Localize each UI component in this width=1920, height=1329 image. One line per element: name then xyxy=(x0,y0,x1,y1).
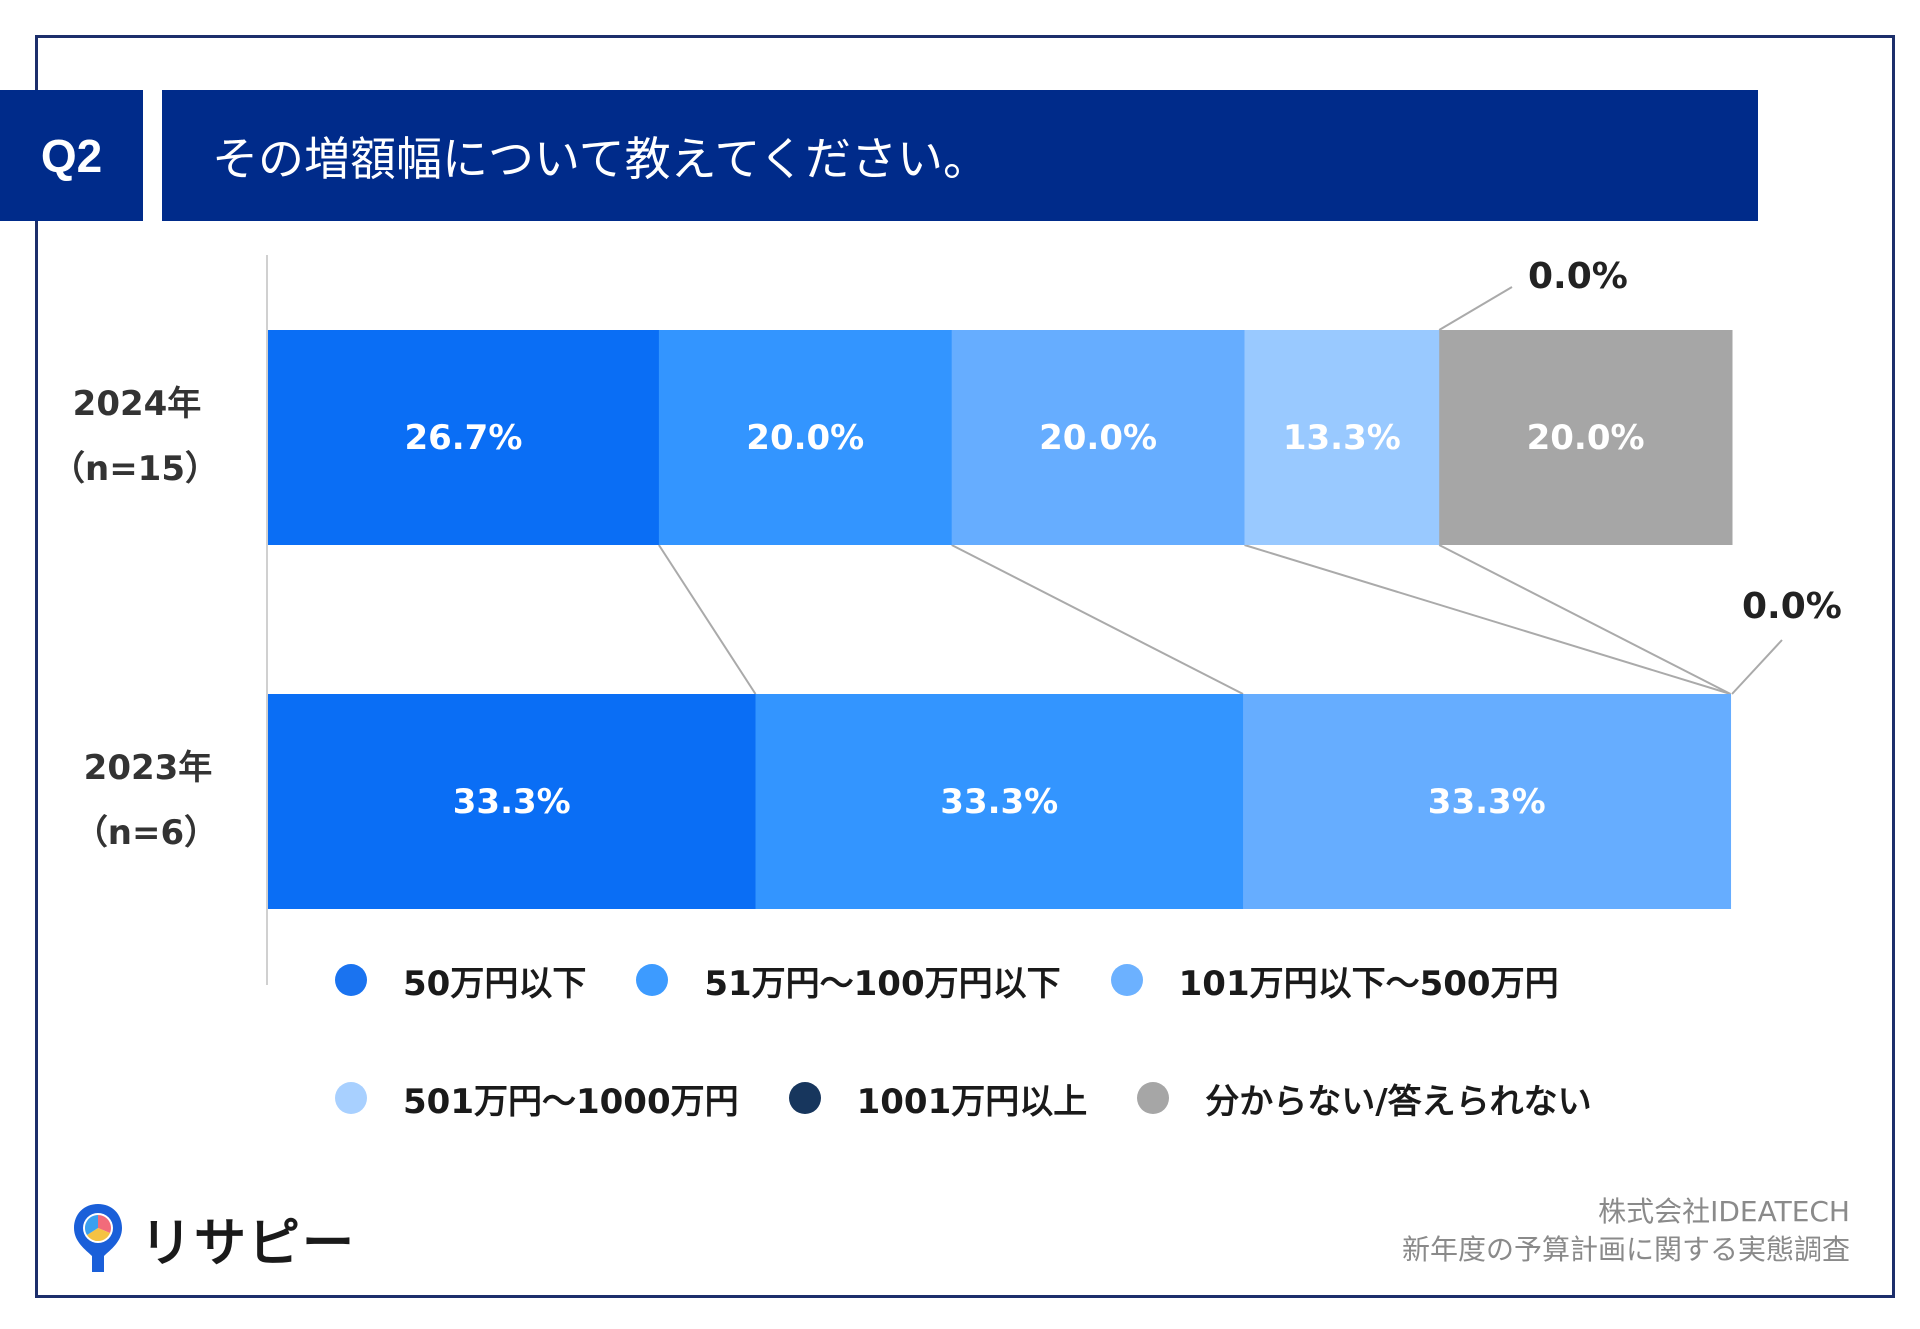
bar-segment xyxy=(1243,694,1732,909)
bar-segment xyxy=(268,330,660,545)
legend-dot-icon xyxy=(335,1082,367,1114)
bar-segment xyxy=(658,330,953,545)
zero-annotation-top: 0.0% xyxy=(1528,256,1628,297)
zero-annotation-bottom: 0.0% xyxy=(1742,586,1842,627)
legend-item: 50万円以下 xyxy=(335,956,586,1005)
legend-item: 1001万円以上 xyxy=(788,1074,1088,1123)
bar-segment xyxy=(1244,330,1440,545)
connector-line xyxy=(951,544,1244,695)
bar-value-label: 33.3% xyxy=(1428,782,1546,822)
legend-label: 50万円以下 xyxy=(403,963,587,1004)
legend-label: 1001万円以上 xyxy=(856,1081,1088,1122)
category-label-year: 2023年 xyxy=(84,748,213,788)
legend-dot-icon xyxy=(788,1082,821,1114)
annotation-leader-top xyxy=(1438,286,1513,331)
source-credit: 株式会社IDEATECH 新年度の予算計画に関する実態調査 xyxy=(1402,1193,1850,1269)
legend-dot-icon xyxy=(636,964,669,996)
bar-value-label: 33.3% xyxy=(940,782,1058,822)
legend-label: 分からない/答えられない xyxy=(1205,1081,1592,1122)
legend-label: 51万円～100万円以下 xyxy=(704,963,1061,1004)
legend-label: 101万円以下～500万円 xyxy=(1178,963,1559,1004)
legend-item: 分からない/答えられない xyxy=(1137,1074,1592,1123)
category-label-n: （n=6） xyxy=(74,813,218,853)
legend-row-2: 501万円～1000万円 1001万円以上 分からない/答えられない xyxy=(335,1068,1715,1128)
legend-item: 501万円～1000万円 xyxy=(335,1074,739,1123)
chart-legend: 50万円以下 51万円～100万円以下 101万円以下～500万円 501万円～… xyxy=(335,950,1715,1186)
legend-dot-icon xyxy=(1137,1082,1170,1114)
connector-line xyxy=(1244,544,1731,695)
bar-segment xyxy=(268,694,757,909)
legend-item: 101万円以下～500万円 xyxy=(1110,956,1559,1005)
bar-segment xyxy=(951,330,1245,545)
legend-label: 501万円～1000万円 xyxy=(403,1081,739,1122)
outer-frame xyxy=(35,35,1895,1298)
bar-value-label: 20.0% xyxy=(746,418,864,458)
category-label-n: （n=15） xyxy=(51,449,219,489)
annotation-leader-bottom xyxy=(1731,639,1783,695)
source-survey: 新年度の予算計画に関する実態調査 xyxy=(1401,1233,1850,1266)
risapy-logo: リサピー xyxy=(70,1200,356,1276)
bar-segment xyxy=(755,694,1244,909)
bar-segment xyxy=(1439,330,1733,545)
logo-text: リサピー xyxy=(140,1213,357,1274)
category-label-year: 2024年 xyxy=(73,384,202,424)
legend-row-1: 50万円以下 51万円～100万円以下 101万円以下～500万円 xyxy=(335,950,1715,1010)
bar-value-label: 13.3% xyxy=(1283,418,1401,458)
legend-dot-icon xyxy=(335,964,367,996)
legend-item: 51万円～100万円以下 xyxy=(636,956,1061,1005)
source-company: 株式会社IDEATECH xyxy=(1598,1195,1850,1228)
bar-value-label: 20.0% xyxy=(1039,418,1157,458)
bar-value-label: 20.0% xyxy=(1527,418,1645,458)
connector-line xyxy=(1438,544,1731,695)
bar-value-label: 33.3% xyxy=(453,782,571,822)
question-title: その増額幅について教えてください。 xyxy=(162,90,1758,221)
stacked-bar-chart: 26.7% 20.0% 20.0% 13.3% 20.0% 2024年 （n=15） 33.3… xyxy=(51,255,1842,985)
legend-dot-icon xyxy=(1110,964,1143,996)
question-badge: Q2 xyxy=(0,90,143,221)
bar-value-label: 26.7% xyxy=(404,418,522,458)
connector-line xyxy=(658,544,757,695)
pin-logo-icon xyxy=(74,1204,122,1272)
